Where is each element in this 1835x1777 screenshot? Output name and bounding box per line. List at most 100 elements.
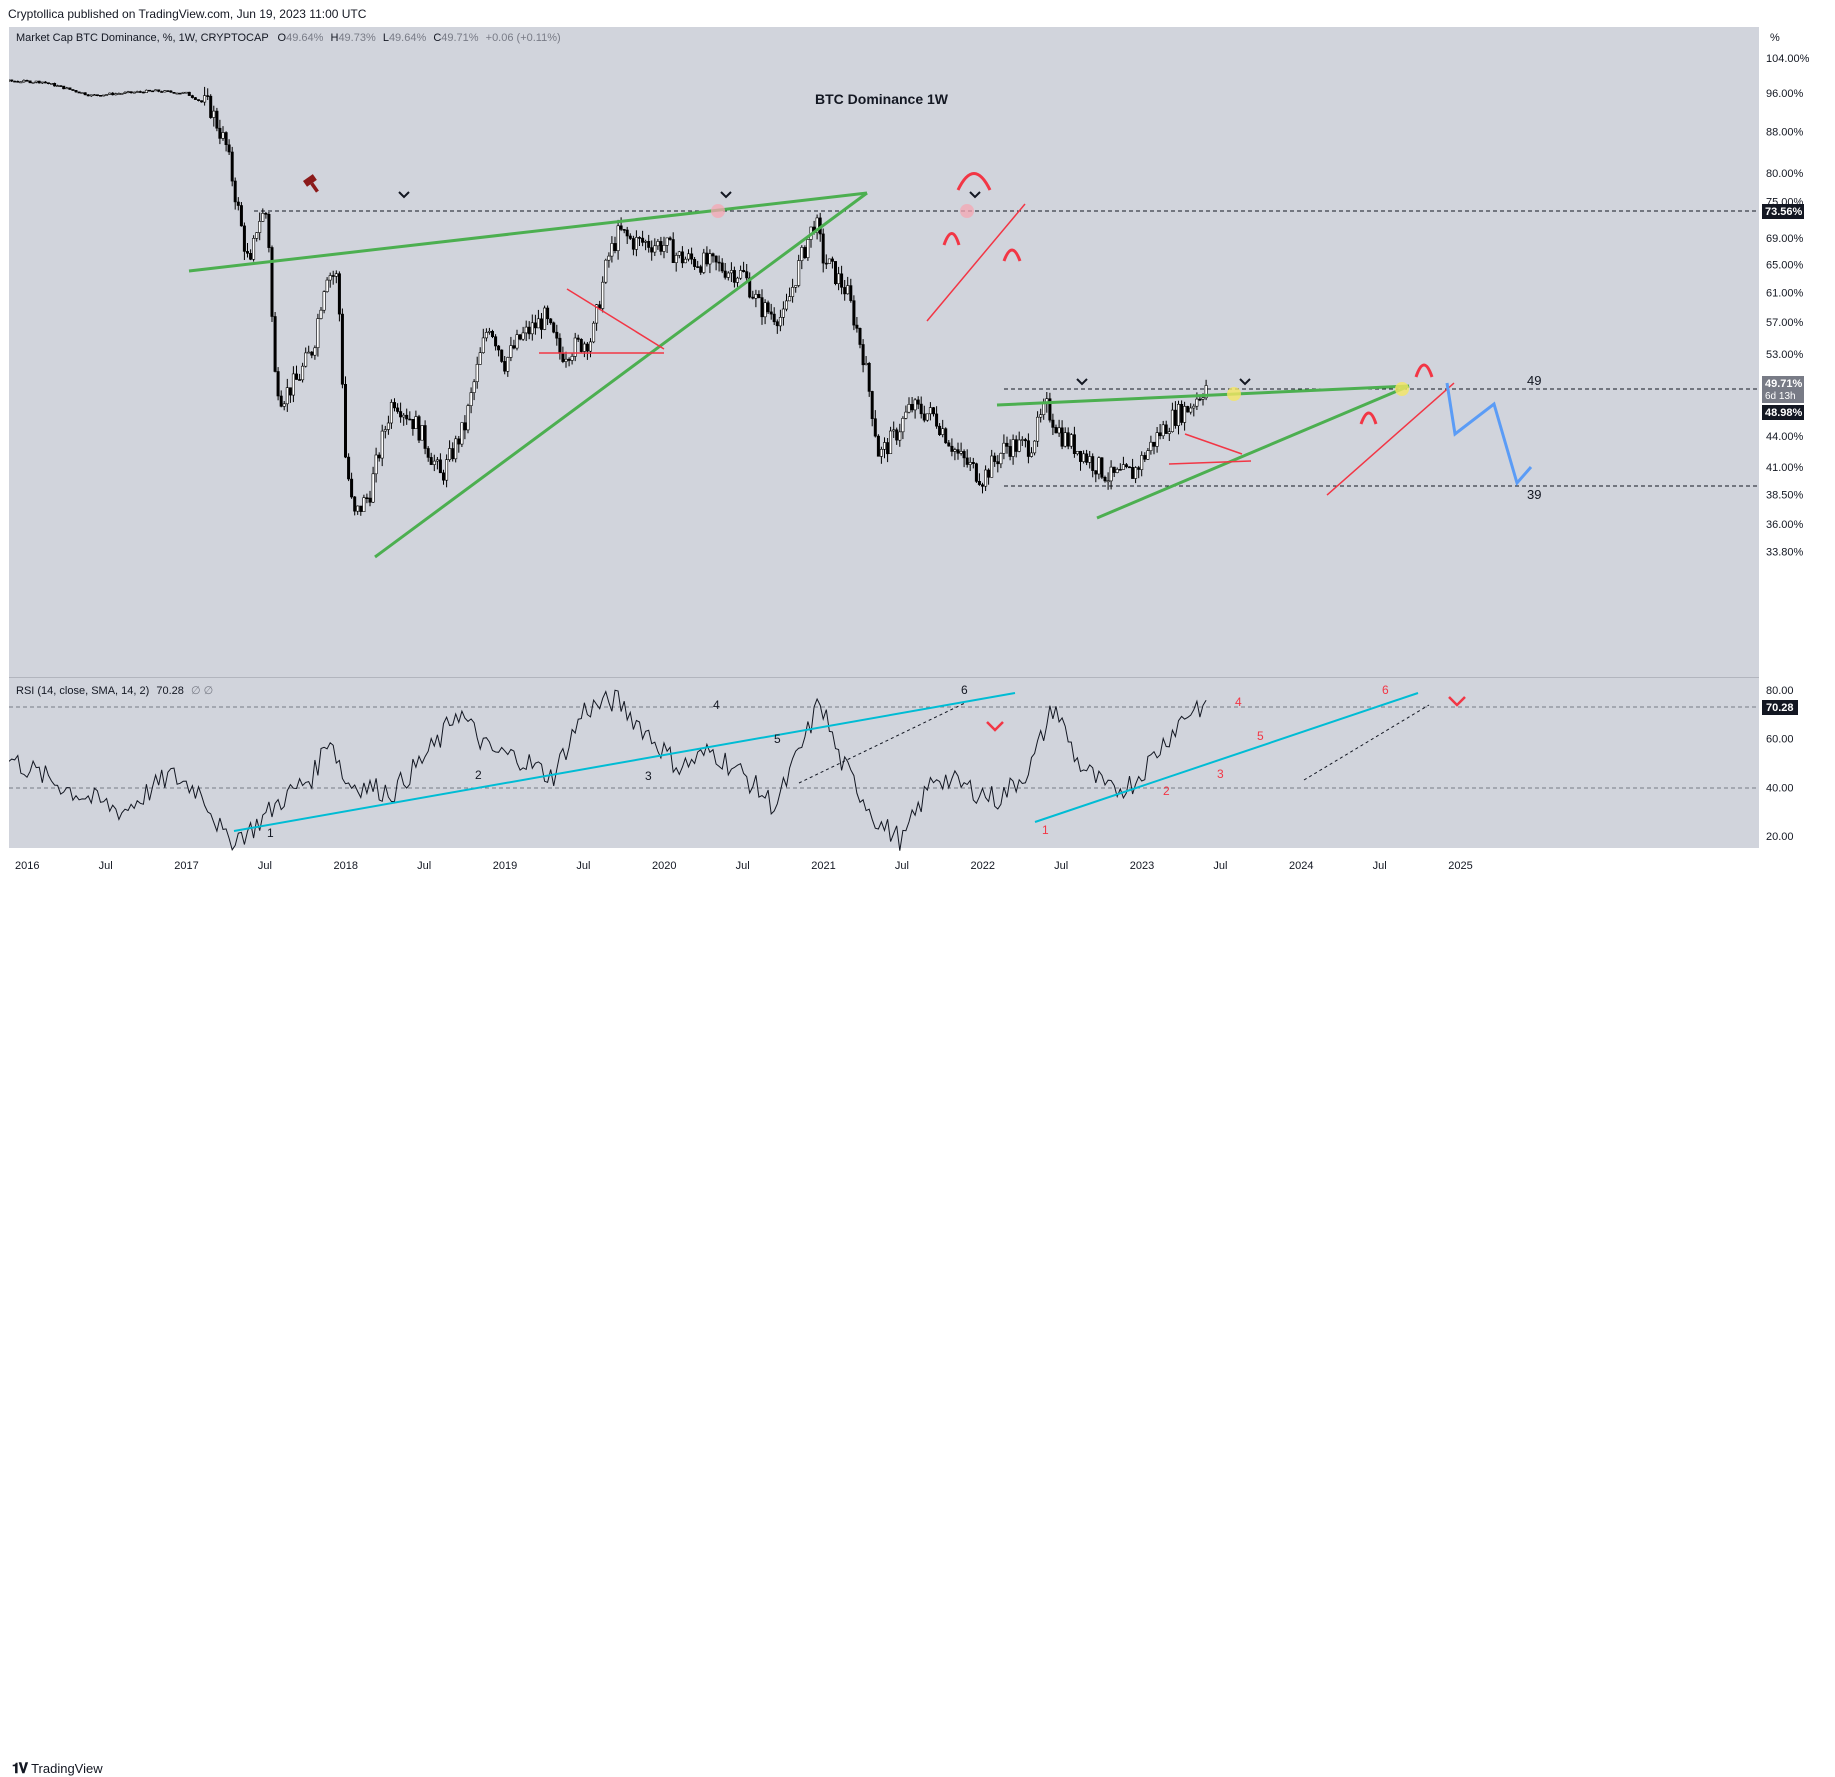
candle-body — [279, 395, 283, 407]
candle-body — [163, 90, 167, 93]
candle-body — [977, 480, 981, 485]
candle-body — [530, 322, 534, 335]
candle-body — [515, 334, 519, 349]
candle-body — [601, 281, 605, 309]
candle-body — [846, 285, 850, 295]
candle-body — [1085, 453, 1089, 463]
candle-body — [386, 422, 390, 430]
candle-body — [252, 238, 256, 260]
price-tick-label: 33.80% — [1766, 547, 1804, 559]
candle-body — [987, 469, 991, 478]
rsi-wave-label-red: 2 — [1163, 784, 1170, 798]
last-price-text: 49.71% — [1765, 378, 1803, 390]
red-wedge-2022-top[interactable] — [1184, 433, 1243, 455]
candle-body — [543, 307, 547, 330]
candle-body — [861, 344, 865, 366]
candle-body — [1026, 440, 1030, 457]
candle-body — [466, 405, 470, 431]
red-wedge-2022-bottom[interactable] — [1168, 460, 1252, 465]
candle-body — [524, 326, 528, 334]
arc-2023-left[interactable] — [1359, 411, 1378, 425]
candle-body — [200, 100, 204, 103]
candle-body — [117, 93, 121, 95]
red-chevron-icon — [986, 721, 1004, 732]
candle-body — [7, 79, 11, 82]
price-tick-label: 69.00% — [1766, 233, 1804, 245]
price-axis[interactable] — [1759, 27, 1834, 880]
candle-body — [739, 270, 743, 279]
candle-body — [833, 261, 837, 284]
candle-body — [781, 308, 785, 318]
candle-body — [362, 497, 366, 513]
green-trendline-upper[interactable] — [188, 191, 868, 273]
candle-body — [239, 205, 243, 227]
legend-h-value: 49.73% — [338, 32, 376, 44]
tradingview-logo[interactable]: 𝟏𝐕 TradingView — [12, 1760, 103, 1777]
candle-body — [956, 449, 960, 454]
candle-body — [322, 291, 326, 311]
candle-body — [365, 497, 369, 500]
candle-body — [882, 442, 886, 450]
red-rising-line-2021[interactable] — [926, 203, 1026, 322]
rsi-cyan-trendline-2[interactable] — [1034, 692, 1419, 823]
candle-body — [337, 273, 341, 315]
candle-body — [141, 91, 145, 94]
candle-body — [291, 373, 295, 396]
candle-body — [668, 237, 672, 240]
candle-body — [974, 463, 978, 482]
candle-body — [414, 416, 418, 430]
rsi-line[interactable] — [0, 689, 1207, 851]
candle-body — [1039, 414, 1043, 418]
green-trendline-2022-top[interactable] — [996, 384, 1410, 407]
candle-body — [665, 237, 669, 246]
price-tick-label: 96.00% — [1766, 88, 1804, 100]
red-arcs[interactable] — [942, 172, 1434, 425]
projection-path[interactable] — [1445, 382, 1533, 487]
red-patterns[interactable] — [539, 203, 1455, 496]
green-trendline-2022-support[interactable] — [1096, 384, 1410, 520]
candle-body — [1014, 439, 1018, 452]
candle-body — [821, 233, 825, 264]
red-wedge-top[interactable] — [566, 288, 665, 350]
red-rising-line-2023[interactable] — [1326, 382, 1455, 496]
legend-o-value: 49.64% — [286, 32, 324, 44]
rsi-dashed-trendline-2 — [1303, 704, 1430, 781]
candlestick-series[interactable] — [0, 79, 1208, 516]
candle-body — [432, 460, 436, 465]
candle-body — [374, 454, 378, 475]
green-trendline-support[interactable] — [374, 191, 868, 559]
candle-body — [910, 403, 914, 411]
arc-left-shoulder[interactable] — [942, 232, 961, 246]
price-pane[interactable] — [9, 27, 1759, 677]
candle-body — [148, 89, 152, 92]
chevron-marker-icon — [1239, 378, 1251, 386]
rsi-tick-label: 40.00 — [1766, 782, 1794, 794]
candle-body — [99, 95, 103, 97]
candle-body — [65, 87, 69, 90]
candle-body — [396, 407, 400, 412]
time-tick-label: Jul — [417, 860, 431, 872]
candle-body — [417, 416, 421, 441]
chart-svg[interactable]: Market Cap BTC Dominance, %, 1W, CRYPTOC… — [0, 27, 1834, 880]
time-tick-label: 2019 — [493, 860, 517, 872]
green-trendlines[interactable] — [188, 191, 1410, 559]
candle-body — [674, 255, 678, 264]
candle-body — [359, 505, 363, 512]
candle-body — [227, 144, 231, 153]
candle-body — [255, 232, 259, 239]
candle-body — [316, 318, 320, 349]
rsi-pane[interactable] — [9, 678, 1759, 848]
rsi-cyan-trendline-1[interactable] — [233, 692, 1016, 832]
candle-body — [89, 94, 93, 97]
candle-body — [803, 247, 807, 258]
time-tick-label: 2023 — [1130, 860, 1154, 872]
candle-body — [1066, 432, 1070, 447]
candle-body — [484, 332, 488, 339]
rsi-trendlines[interactable] — [233, 692, 1419, 832]
arc-2020-top[interactable] — [956, 172, 992, 191]
candle-body — [218, 127, 222, 139]
arc-right-shoulder[interactable] — [1002, 248, 1022, 262]
candle-body — [184, 91, 188, 94]
chart-frame[interactable]: Market Cap BTC Dominance, %, 1W, CRYPTOC… — [0, 27, 1834, 880]
arc-2023-right[interactable] — [1414, 363, 1434, 378]
